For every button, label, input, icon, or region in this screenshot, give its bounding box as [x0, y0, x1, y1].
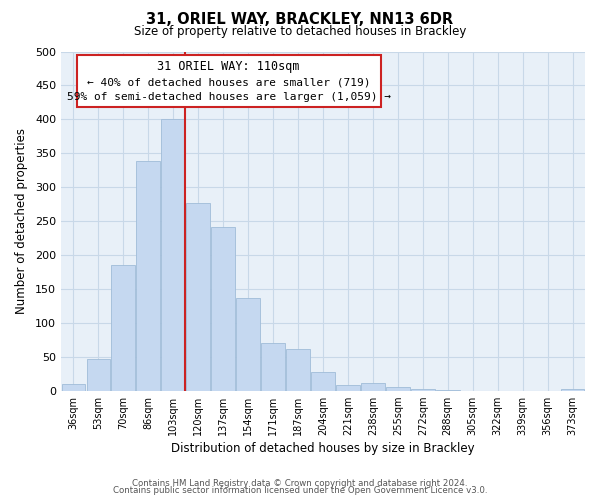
Bar	[411, 388, 434, 390]
Text: Contains public sector information licensed under the Open Government Licence v3: Contains public sector information licen…	[113, 486, 487, 495]
Bar	[286, 348, 310, 391]
Text: Size of property relative to detached houses in Brackley: Size of property relative to detached ho…	[134, 25, 466, 38]
Text: 31 ORIEL WAY: 110sqm: 31 ORIEL WAY: 110sqm	[157, 60, 300, 73]
Text: ← 40% of detached houses are smaller (719): ← 40% of detached houses are smaller (71…	[87, 77, 370, 87]
Bar	[261, 343, 285, 390]
Bar	[336, 386, 360, 390]
Bar	[187, 203, 210, 390]
Y-axis label: Number of detached properties: Number of detached properties	[15, 128, 28, 314]
Bar	[62, 384, 85, 390]
Bar	[86, 359, 110, 390]
Text: Contains HM Land Registry data © Crown copyright and database right 2024.: Contains HM Land Registry data © Crown c…	[132, 478, 468, 488]
Text: 31, ORIEL WAY, BRACKLEY, NN13 6DR: 31, ORIEL WAY, BRACKLEY, NN13 6DR	[146, 12, 454, 28]
FancyBboxPatch shape	[77, 55, 380, 108]
Bar	[112, 265, 135, 390]
Text: 59% of semi-detached houses are larger (1,059) →: 59% of semi-detached houses are larger (…	[67, 92, 391, 102]
Bar	[211, 226, 235, 390]
X-axis label: Distribution of detached houses by size in Brackley: Distribution of detached houses by size …	[171, 442, 475, 455]
Bar	[136, 162, 160, 390]
Bar	[361, 382, 385, 390]
Bar	[386, 388, 410, 390]
Bar	[311, 372, 335, 390]
Bar	[161, 120, 185, 390]
Bar	[236, 298, 260, 390]
